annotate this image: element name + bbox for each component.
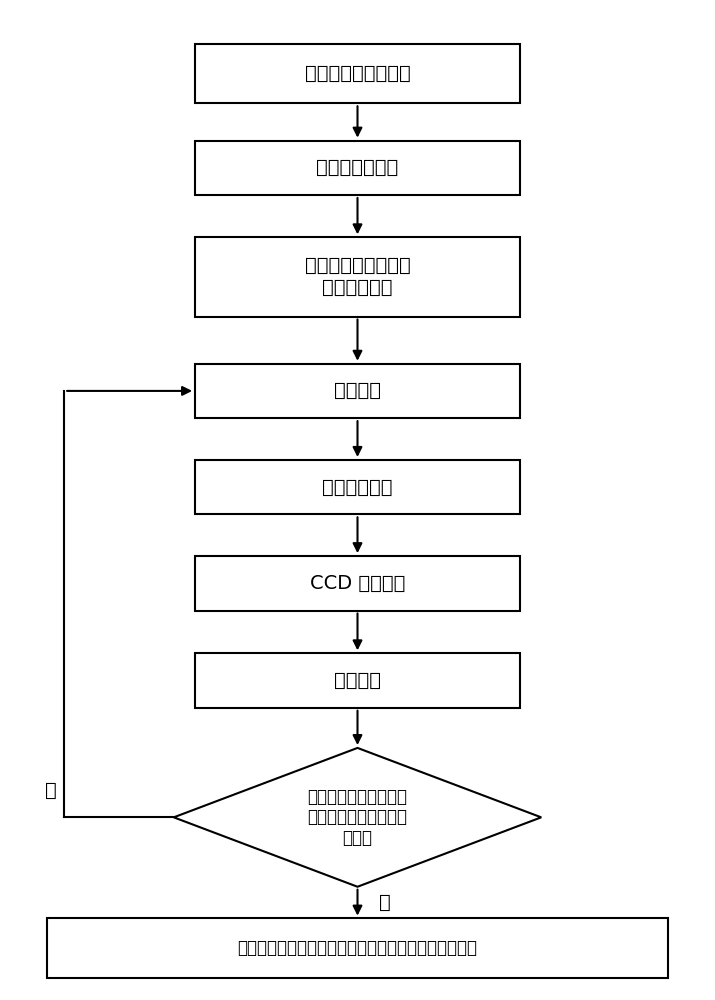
Bar [195,364,520,418]
Bar [195,237,520,317]
Bar [195,556,520,611]
Bar [46,918,669,978]
Text: 通光测试: 通光测试 [334,671,381,690]
Text: 将蓝宝石晶片置于三
维微加工平台: 将蓝宝石晶片置于三 维微加工平台 [305,256,410,297]
Text: 光学抛光蓝宝石晶片: 光学抛光蓝宝石晶片 [305,64,410,83]
Text: 是: 是 [379,893,390,912]
Text: 判断在蓝宝石晶片特定
位置是否形成三维环形
光波导: 判断在蓝宝石晶片特定 位置是否形成三维环形 光波导 [307,788,408,847]
Text: CCD 实时监测: CCD 实时监测 [310,574,405,593]
Bar [195,141,520,195]
Text: 设定参数: 设定参数 [334,381,381,400]
Bar [195,653,520,708]
Polygon shape [174,748,541,887]
Bar [195,44,520,103]
Text: 飞秒激光直写: 飞秒激光直写 [322,478,393,497]
Text: 完成蓝宝石环形光波导的直写，获得蓝宝石环形光波导: 完成蓝宝石环形光波导的直写，获得蓝宝石环形光波导 [237,939,478,957]
Text: 清洗蓝宝石晶片: 清洗蓝宝石晶片 [316,158,399,177]
Text: 否: 否 [46,780,57,799]
Bar [195,460,520,514]
